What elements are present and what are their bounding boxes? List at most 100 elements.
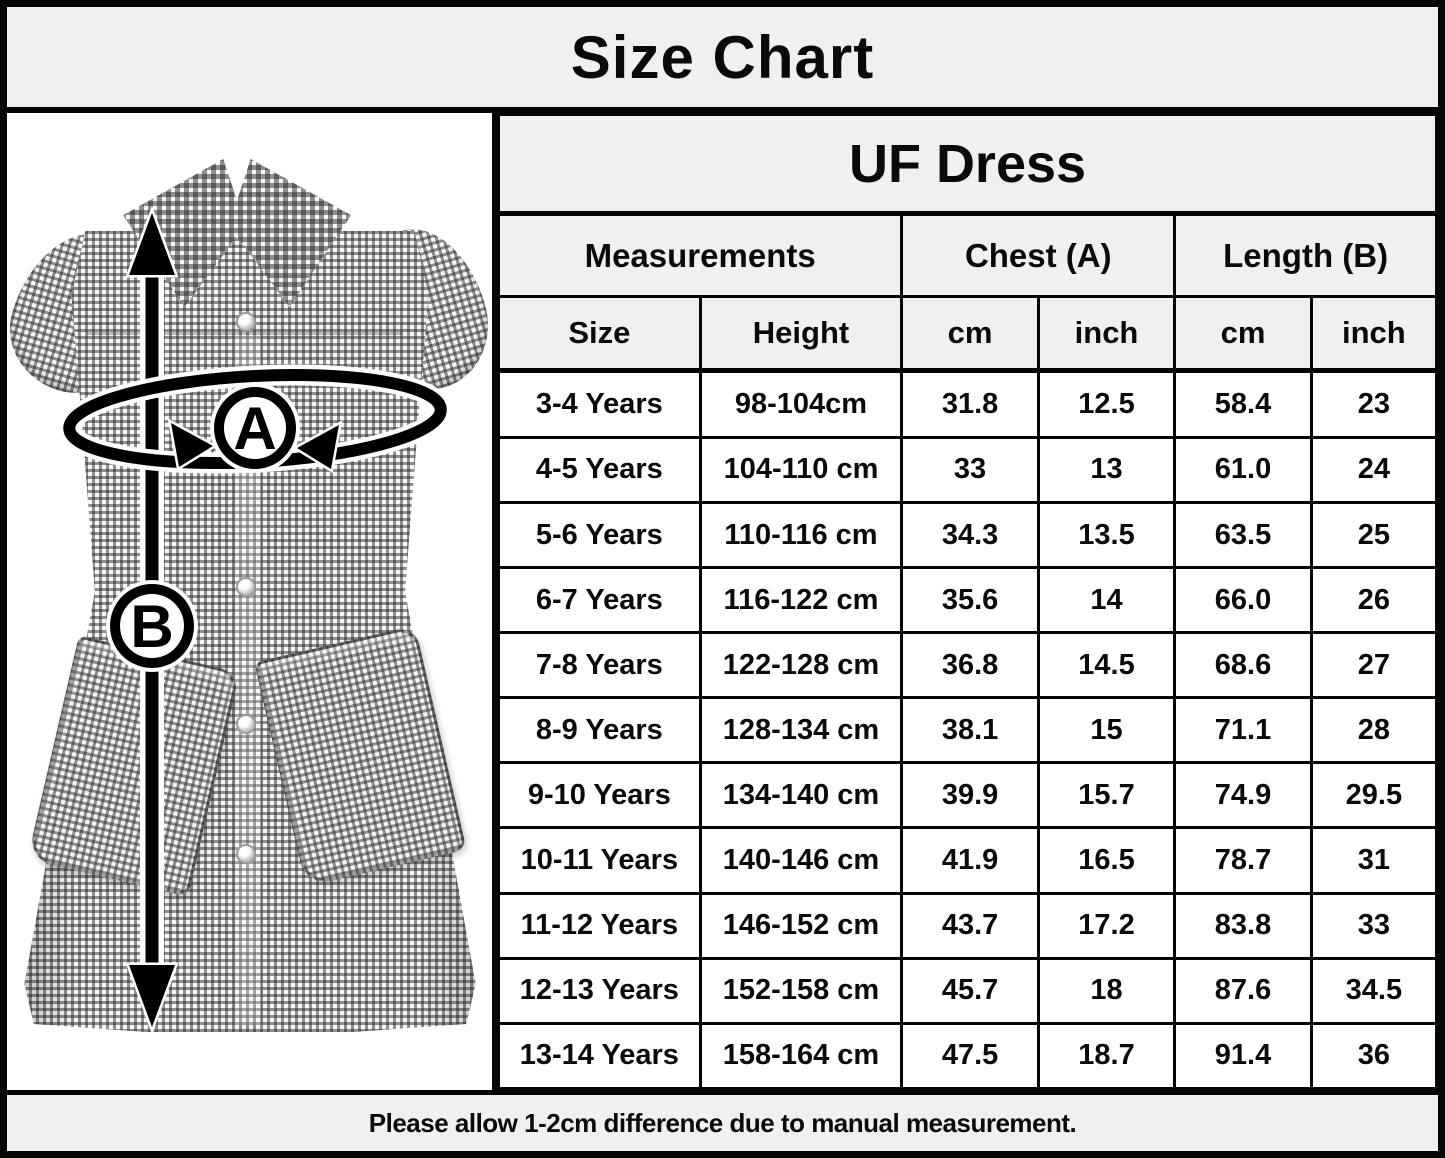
height-cell: 152-158 cm <box>698 956 904 1025</box>
footnote-bar: Please allow 1-2cm difference due to man… <box>7 1090 1438 1151</box>
col-header-length-inch: inch <box>1309 295 1439 373</box>
group-header-chest: Chest (A) <box>900 212 1177 298</box>
size-cell: 13-14 Years <box>497 1021 702 1091</box>
dress-diagram-panel: A B <box>7 113 497 1090</box>
length-cm-cell: 63.5 <box>1173 500 1313 570</box>
height-cell: 134-140 cm <box>698 761 904 830</box>
size-cell: 6-7 Years <box>497 566 702 635</box>
table-row: 12-13 Years 152-158 cm 45.7 18 87.6 34.5 <box>497 956 1439 1025</box>
table-row: 10-11 Years 140-146 cm 41.9 16.5 78.7 31 <box>497 826 1439 895</box>
table-panel: UF Dress Measurements Chest (A) Length (… <box>496 113 1439 1091</box>
table-row: 11-12 Years 146-152 cm 43.7 17.2 83.8 33 <box>497 891 1439 960</box>
chest-cm-cell: 43.7 <box>900 891 1040 960</box>
chest-cm-cell: 41.9 <box>900 826 1040 895</box>
marker-a-label: A <box>233 395 276 462</box>
length-cm-cell: 58.4 <box>1173 369 1313 439</box>
table-row: 8-9 Years 128-134 cm 38.1 15 71.1 28 <box>497 696 1439 765</box>
height-cell: 110-116 cm <box>698 500 904 570</box>
height-cell: 98-104cm <box>698 369 904 439</box>
height-cell: 140-146 cm <box>698 826 904 895</box>
footnote-text: Please allow 1-2cm difference due to man… <box>368 1107 1077 1138</box>
marker-b-badge: B <box>106 580 198 672</box>
product-title: UF Dress <box>497 113 1438 216</box>
product-header-row: UF Dress <box>497 113 1438 216</box>
dress-button <box>236 577 256 597</box>
table-row: 9-10 Years 134-140 cm 39.9 15.7 74.9 29.… <box>497 761 1439 830</box>
col-header-chest-inch: inch <box>1036 295 1177 373</box>
title-bar: Size Chart <box>7 7 1438 113</box>
height-cell: 128-134 cm <box>698 696 904 765</box>
length-cm-cell: 91.4 <box>1173 1021 1313 1091</box>
length-inch-cell: 23 <box>1309 369 1439 439</box>
chest-inch-cell: 18 <box>1036 956 1177 1025</box>
size-cell: 5-6 Years <box>497 500 702 570</box>
height-cell: 104-110 cm <box>698 435 904 505</box>
chest-cm-cell: 31.8 <box>900 369 1040 439</box>
length-inch-cell: 33 <box>1309 891 1439 960</box>
length-cm-cell: 68.6 <box>1173 631 1313 700</box>
col-header-size: Size <box>497 295 702 373</box>
chest-inch-cell: 17.2 <box>1036 891 1177 960</box>
length-inch-cell: 25 <box>1309 500 1439 570</box>
col-header-height: Height <box>698 295 904 373</box>
chest-cm-cell: 47.5 <box>900 1021 1040 1091</box>
size-cell: 9-10 Years <box>497 761 702 830</box>
dress-button <box>236 714 256 734</box>
measurement-annotations: A B <box>58 205 452 1035</box>
length-inch-cell: 28 <box>1309 696 1439 765</box>
dress-button <box>236 844 256 864</box>
table-row: 6-7 Years 116-122 cm 35.6 14 66.0 26 <box>497 566 1439 635</box>
chest-cm-cell: 35.6 <box>900 566 1040 635</box>
size-cell: 8-9 Years <box>497 696 702 765</box>
chest-cm-cell: 45.7 <box>900 956 1040 1025</box>
page-title: Size Chart <box>570 23 875 91</box>
length-inch-cell: 27 <box>1309 631 1439 700</box>
length-inch-cell: 29.5 <box>1309 761 1439 830</box>
length-cm-cell: 61.0 <box>1173 435 1313 505</box>
group-header-measurements: Measurements <box>496 212 904 298</box>
length-inch-cell: 31 <box>1309 826 1439 895</box>
height-cell: 122-128 cm <box>698 631 904 700</box>
dress-yoke-seam <box>87 332 402 335</box>
length-cm-cell: 71.1 <box>1173 696 1313 765</box>
size-cell: 7-8 Years <box>497 631 702 700</box>
table-row: 4-5 Years 104-110 cm 33 13 61.0 24 <box>497 435 1439 505</box>
chest-inch-cell: 16.5 <box>1036 826 1177 895</box>
size-table: UF Dress Measurements Chest (A) Length (… <box>496 113 1439 1091</box>
height-cell: 146-152 cm <box>698 891 904 960</box>
length-inch-cell: 26 <box>1309 566 1439 635</box>
table-row: 7-8 Years 122-128 cm 36.8 14.5 68.6 27 <box>497 631 1439 700</box>
table-row: 3-4 Years 98-104cm 31.8 12.5 58.4 23 <box>497 369 1439 439</box>
chest-cm-cell: 39.9 <box>900 761 1040 830</box>
dress-button <box>236 312 256 332</box>
chest-cm-cell: 34.3 <box>900 500 1040 570</box>
height-cell: 116-122 cm <box>698 566 904 635</box>
chest-inch-cell: 13 <box>1036 435 1177 505</box>
chest-inch-cell: 15 <box>1036 696 1177 765</box>
chest-inch-cell: 13.5 <box>1036 500 1177 570</box>
length-cm-cell: 83.8 <box>1173 891 1313 960</box>
main-area: A B UF Dress <box>7 113 1439 1091</box>
size-cell: 12-13 Years <box>497 956 702 1025</box>
length-cm-cell: 87.6 <box>1173 956 1313 1025</box>
size-cell: 4-5 Years <box>497 435 702 505</box>
length-inch-cell: 34.5 <box>1309 956 1439 1025</box>
table-row: 5-6 Years 110-116 cm 34.3 13.5 63.5 25 <box>497 500 1439 570</box>
length-inch-cell: 24 <box>1309 435 1439 505</box>
chest-inch-cell: 12.5 <box>1036 369 1177 439</box>
size-cell: 11-12 Years <box>497 891 702 960</box>
col-header-chest-cm: cm <box>900 295 1040 373</box>
length-cm-cell: 78.7 <box>1173 826 1313 895</box>
group-header-row: Measurements Chest (A) Length (B) <box>496 212 1438 298</box>
column-header-row: Size Height cm inch cm inch <box>497 295 1439 373</box>
chest-inch-cell: 14.5 <box>1036 631 1177 700</box>
chest-cm-cell: 36.8 <box>900 631 1040 700</box>
height-cell: 158-164 cm <box>698 1021 904 1091</box>
table-row: 13-14 Years 158-164 cm 47.5 18.7 91.4 36 <box>497 1021 1439 1091</box>
chest-cm-cell: 38.1 <box>900 696 1040 765</box>
marker-a-badge: A <box>210 383 300 473</box>
size-cell: 10-11 Years <box>497 826 702 895</box>
length-cm-cell: 74.9 <box>1173 761 1313 830</box>
chest-inch-cell: 15.7 <box>1036 761 1177 830</box>
